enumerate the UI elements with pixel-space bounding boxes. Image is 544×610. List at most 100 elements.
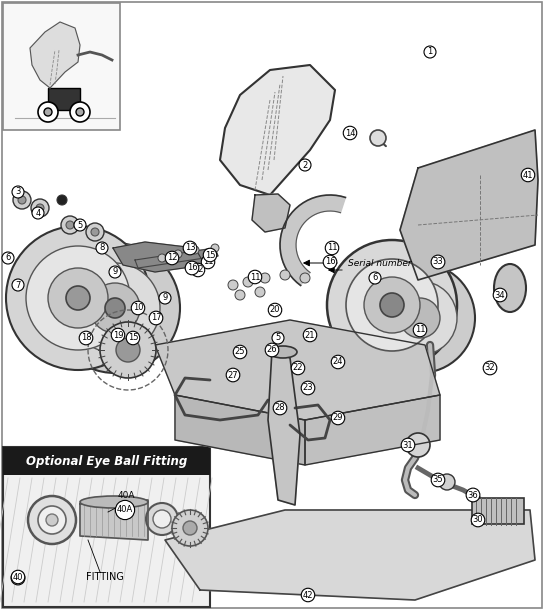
Circle shape (90, 283, 140, 333)
Text: 40: 40 (13, 573, 23, 583)
Polygon shape (175, 395, 305, 465)
Text: 9: 9 (162, 293, 168, 303)
Text: 9: 9 (113, 268, 118, 276)
Circle shape (44, 108, 52, 116)
Ellipse shape (494, 264, 526, 312)
Circle shape (260, 273, 270, 283)
Circle shape (105, 298, 125, 318)
Circle shape (300, 273, 310, 283)
Circle shape (346, 259, 438, 351)
Text: 29: 29 (333, 414, 343, 423)
Circle shape (383, 281, 457, 355)
Text: 21: 21 (305, 331, 316, 340)
Text: 33: 33 (432, 257, 443, 267)
Text: 26: 26 (267, 345, 277, 354)
Text: FITTING: FITTING (86, 572, 124, 582)
Text: 8: 8 (100, 243, 104, 253)
Circle shape (280, 270, 290, 280)
Text: 24: 24 (333, 357, 343, 367)
Circle shape (116, 338, 140, 362)
Text: 5: 5 (275, 334, 281, 342)
Circle shape (255, 287, 265, 297)
Text: 36: 36 (468, 490, 478, 500)
Circle shape (191, 246, 199, 254)
Circle shape (86, 223, 104, 241)
Text: 12: 12 (193, 265, 203, 275)
Text: 15: 15 (128, 334, 138, 342)
Circle shape (13, 191, 31, 209)
Text: 30: 30 (473, 515, 483, 525)
Text: 18: 18 (81, 334, 91, 342)
Circle shape (174, 250, 182, 258)
Polygon shape (113, 242, 205, 272)
Circle shape (146, 503, 178, 535)
Polygon shape (220, 65, 335, 195)
Circle shape (6, 226, 150, 370)
Circle shape (172, 510, 208, 546)
Text: 34: 34 (494, 290, 505, 300)
Text: 3: 3 (15, 187, 21, 196)
Bar (3, 447, 210, 607)
Text: 41: 41 (523, 171, 533, 179)
Text: 42: 42 (303, 590, 313, 600)
Circle shape (183, 521, 197, 535)
Circle shape (158, 254, 166, 262)
Circle shape (439, 474, 455, 490)
Polygon shape (135, 248, 218, 268)
Circle shape (66, 221, 74, 229)
Text: 16: 16 (325, 257, 335, 267)
Text: 1: 1 (428, 48, 432, 57)
Bar (48, 88, 80, 110)
Circle shape (46, 514, 58, 526)
FancyArrowPatch shape (372, 134, 386, 146)
Polygon shape (305, 395, 440, 465)
Circle shape (38, 506, 66, 534)
Circle shape (370, 130, 386, 146)
Circle shape (50, 243, 180, 373)
Text: 40A: 40A (118, 491, 135, 500)
Circle shape (61, 216, 79, 234)
Polygon shape (155, 320, 440, 420)
Circle shape (380, 293, 404, 317)
Text: ePoolSupply: ePoolSupply (222, 330, 378, 350)
Text: 32: 32 (485, 364, 496, 373)
Circle shape (91, 228, 99, 236)
Circle shape (153, 510, 171, 528)
Circle shape (365, 263, 475, 373)
Text: 11: 11 (203, 257, 213, 267)
Circle shape (100, 322, 156, 378)
Text: 22: 22 (293, 364, 303, 373)
Text: 7: 7 (15, 281, 21, 290)
Text: 15: 15 (205, 251, 215, 259)
Text: 4: 4 (35, 209, 41, 218)
Text: 14: 14 (345, 129, 355, 137)
Circle shape (26, 246, 130, 350)
Text: 40A: 40A (117, 506, 133, 514)
Text: Optional Eye Ball Fitting: Optional Eye Ball Fitting (26, 454, 187, 467)
Polygon shape (400, 130, 538, 280)
Polygon shape (280, 195, 345, 285)
Circle shape (48, 268, 108, 328)
Circle shape (18, 196, 26, 204)
Text: 40: 40 (13, 573, 23, 581)
Polygon shape (30, 22, 80, 88)
Text: 31: 31 (403, 440, 413, 450)
Text: 17: 17 (151, 314, 162, 323)
Text: 11: 11 (250, 273, 260, 281)
Text: 23: 23 (302, 384, 313, 392)
Text: 28: 28 (275, 403, 285, 412)
Text: 2: 2 (302, 160, 307, 170)
Text: 27: 27 (228, 370, 238, 379)
Text: 20: 20 (270, 306, 280, 315)
Text: 6: 6 (5, 254, 11, 262)
Circle shape (70, 263, 160, 353)
Polygon shape (252, 194, 290, 232)
Circle shape (235, 290, 245, 300)
Text: 11: 11 (327, 243, 337, 253)
Circle shape (57, 195, 67, 205)
Circle shape (28, 496, 76, 544)
Text: 13: 13 (184, 243, 195, 253)
Text: 35: 35 (432, 476, 443, 484)
Bar (3, 3, 120, 130)
Circle shape (211, 244, 219, 252)
